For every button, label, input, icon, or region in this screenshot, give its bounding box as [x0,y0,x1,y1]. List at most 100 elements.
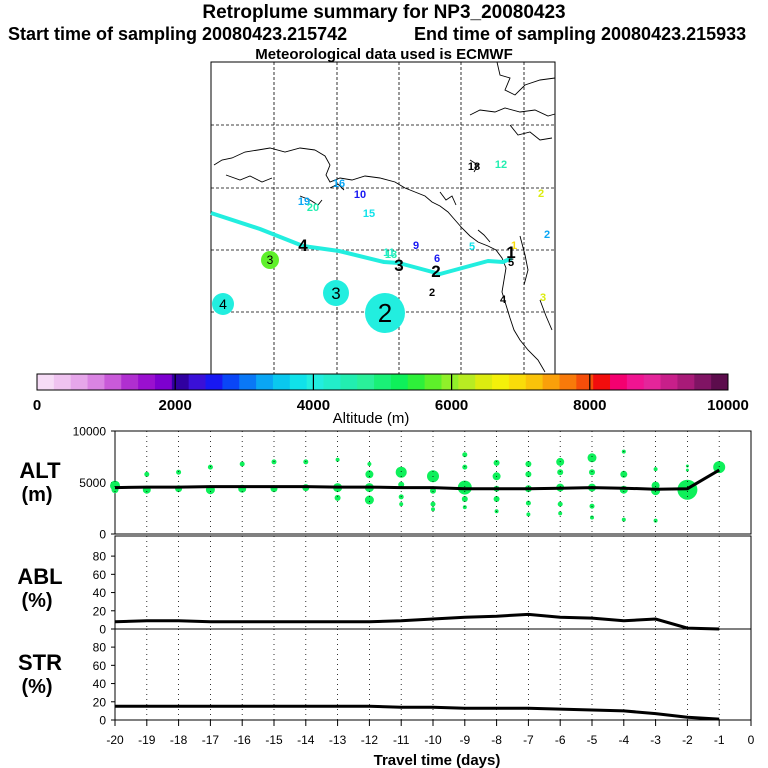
alt-title: ALT [19,458,61,483]
abl-frame [114,535,752,630]
map-cluster-label: 3 [540,292,546,304]
panel-abl: ABL (%) 80 60 40 20 0 [17,535,752,637]
colorbar-cell [576,374,594,390]
map-cluster-label: 6 [434,253,440,265]
colorbar-cell [508,374,527,390]
colorbar-cell [53,374,72,390]
x-tick-label: -7 [523,733,534,747]
alt-cluster-point [525,471,532,478]
x-tick-label: -3 [650,733,661,747]
y-tick-label: 5000 [79,476,106,490]
end-time-label: End time of sampling 20080423.215933 [414,24,747,44]
colorbar-ticks: 0 2000 4000 6000 8000 10000 [33,374,749,414]
colorbar-tick-label: 4000 [297,397,330,414]
abl-title: ABL [17,564,62,589]
colorbar-cell [272,374,291,390]
colorbar-label: Altitude (m) [333,410,410,427]
alt-cluster-point [365,470,374,479]
chart-title: Retroplume summary for NP3_20080423 [202,2,566,23]
y-tick-label: 80 [93,641,107,655]
str-unit: (%) [21,676,52,698]
x-axis-label: Travel time (days) [374,752,501,768]
map-cluster-label: 19 [298,196,310,208]
map-cluster-circles: 3 4 3 2 [212,251,405,333]
alt-unit: (m) [21,484,52,506]
y-tick-label: 60 [93,659,107,673]
alt-cluster-point [557,501,563,507]
colorbar-cell [458,374,476,390]
x-tick-label: -11 [393,733,410,747]
map-cluster-label: 3 [394,256,403,275]
y-tick-label: 60 [93,568,107,582]
x-tick-label: -18 [170,733,188,747]
x-tick-label: -2 [682,733,693,747]
abl-unit: (%) [21,590,52,612]
colorbar-cell [525,374,544,390]
alt-cluster-point [587,453,597,463]
x-tick-label: -16 [234,733,252,747]
colorbar-cell [171,374,190,390]
colorbar-tick-label: 10000 [707,397,749,414]
alt-cluster-point [207,464,213,470]
map-cluster-circle-label: 4 [219,296,227,312]
colorbar-cell [121,374,139,390]
alt-cluster-point [653,467,658,472]
alt-cluster-point [557,469,564,476]
colorbar-cell [492,374,510,390]
y-tick-label: 40 [93,677,107,691]
map-cluster-label: 1 [511,240,517,252]
y-tick-label: 0 [99,714,106,728]
x-tick-label: -17 [202,733,220,747]
abl-y-ticks: 80 60 40 20 0 [93,550,115,637]
colorbar-cell [694,374,712,390]
alt-cluster-point [461,496,468,502]
colorbar-cell [374,374,392,390]
str-title: STR [18,650,62,675]
colorbar-cell [289,374,308,390]
colorbar-cell [643,374,662,390]
x-tick-label: -20 [106,733,124,747]
alt-cluster-point [367,462,372,466]
colorbar-cell [441,374,459,390]
map-cluster-circle [365,293,405,333]
colorbar-cell [306,374,325,390]
x-tick-label: -9 [459,733,470,747]
colorbar-cell [475,374,493,390]
map-cluster-label: 13 [385,249,397,261]
alt-cluster-point [395,466,407,478]
str-y-ticks: 80 60 40 20 0 [93,641,115,728]
alt-cluster-point [589,469,595,476]
map-cluster-label: 2 [429,287,435,299]
x-tick-label: -5 [587,733,598,747]
map-cluster-circle [323,280,349,306]
colorbar-cell [256,374,274,390]
map-cluster-label: 1 [506,243,515,262]
x-tick-label: -4 [618,733,629,747]
colorbar-cell [626,374,645,390]
map-cluster-circle-label: 2 [378,298,392,328]
alt-cluster-point [590,515,594,520]
colorbar-frame [36,373,729,391]
colorbar-cell [424,374,442,390]
colorbar-cell [70,374,89,390]
alt-cluster-point [334,494,341,501]
map-cluster-label: 16 [333,178,345,190]
x-tick-label: -12 [361,733,379,747]
x-tick-label: -15 [265,733,283,747]
alt-cluster-point [462,464,468,470]
alt-cluster-point [176,469,182,475]
map-cluster-circle [212,293,234,315]
map-cluster-label: 11 [383,247,395,259]
x-tick-label: -8 [491,733,502,747]
x-axis-ticks: -20 -19 -18 -17 -16 -15 -14 -13 -12 -11 -10 -9 -8 -7-… [106,431,755,747]
colorbar-cell [138,374,156,390]
map-cluster-label: 18 [468,161,480,173]
map-cluster-label: 9 [413,240,419,252]
x-tick-label: -14 [297,733,315,747]
colorbar-cell [677,374,695,390]
alt-cluster-point [364,495,374,505]
x-tick-label: -10 [424,733,442,747]
alt-cluster-point [430,501,436,507]
colorbar-cell [87,374,105,390]
